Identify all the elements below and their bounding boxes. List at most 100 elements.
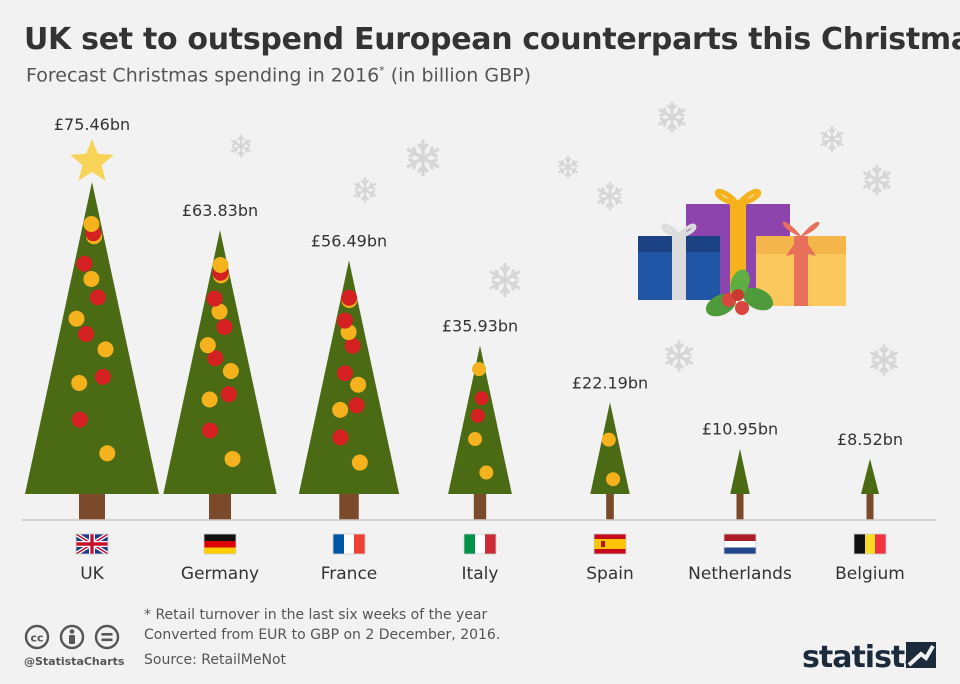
ornament bbox=[83, 271, 100, 288]
ornament bbox=[212, 256, 229, 273]
snowflake-icon bbox=[557, 155, 579, 179]
chart-title: UK set to outspend European counterparts… bbox=[24, 22, 960, 57]
gift-icon bbox=[638, 223, 720, 300]
category-label: Netherlands bbox=[688, 564, 792, 584]
flag-germany-icon bbox=[203, 533, 237, 555]
statista-wordmark: statista bbox=[802, 640, 924, 675]
category-label: Belgium bbox=[835, 564, 905, 584]
snowflake-icon bbox=[406, 139, 440, 177]
gifts-illustration bbox=[638, 188, 846, 317]
ornament bbox=[89, 289, 106, 306]
ornament bbox=[71, 374, 88, 391]
value-label: £56.49bn bbox=[311, 231, 387, 250]
category-label: Italy bbox=[462, 564, 499, 584]
snowflake-icon bbox=[870, 344, 898, 376]
snowflake-icon bbox=[353, 177, 377, 203]
category-labels: UK Germany France Italy Spain Netherlands Belg… bbox=[80, 564, 905, 584]
tree-trunk bbox=[339, 494, 359, 520]
ornament bbox=[78, 326, 95, 343]
value-labels: £75.46bn £63.83bn £56.49bn £35.93bn £22.19bn… bbox=[54, 115, 903, 449]
statista-handle: @StatistaCharts bbox=[24, 655, 125, 668]
subtitle-footnote-mark: * bbox=[379, 64, 385, 77]
ornament bbox=[76, 255, 93, 272]
ornament bbox=[207, 350, 224, 367]
category-label: Spain bbox=[586, 564, 634, 584]
tree-trunk bbox=[79, 494, 105, 520]
ornament bbox=[337, 365, 354, 382]
ornament bbox=[202, 422, 219, 439]
flag-italy-icon bbox=[463, 533, 497, 555]
ornament bbox=[199, 337, 216, 354]
tree-trunk bbox=[209, 494, 231, 520]
ornament bbox=[201, 391, 218, 408]
subtitle-text: Forecast Christmas spending in 2016 bbox=[26, 64, 380, 87]
ornament bbox=[332, 429, 349, 446]
snowflake-icon bbox=[489, 262, 521, 298]
ornament bbox=[220, 386, 237, 403]
ornament bbox=[341, 289, 358, 306]
country-flags bbox=[74, 532, 887, 556]
subtitle-unit: (in billion GBP) bbox=[390, 64, 532, 87]
category-label: UK bbox=[80, 564, 104, 584]
tree-bars bbox=[25, 139, 879, 520]
ornament bbox=[336, 312, 353, 329]
footnote-line-2: Converted from EUR to GBP on 2 December,… bbox=[144, 627, 501, 643]
snowflake-icon bbox=[658, 101, 686, 133]
tree-trunk bbox=[736, 494, 744, 520]
tree-trunk bbox=[866, 494, 874, 520]
ornament bbox=[606, 472, 621, 487]
tree-trunk bbox=[606, 494, 614, 520]
ornament bbox=[470, 408, 485, 423]
category-label: France bbox=[321, 564, 378, 584]
ornament bbox=[216, 319, 233, 336]
ornament bbox=[83, 215, 100, 232]
snowflake-icon bbox=[230, 134, 252, 158]
ornament bbox=[332, 401, 349, 418]
ornament bbox=[350, 376, 367, 393]
ornament bbox=[468, 432, 483, 447]
ornament bbox=[68, 310, 85, 327]
ornament bbox=[222, 363, 239, 380]
ornament bbox=[472, 362, 487, 377]
flag-netherlands-icon bbox=[723, 533, 757, 555]
snowflake-icon bbox=[665, 340, 693, 372]
ornament bbox=[97, 341, 114, 358]
statista-logo-icon bbox=[906, 642, 936, 668]
tree-bar-belgium bbox=[861, 458, 879, 494]
ornament bbox=[211, 303, 228, 320]
ornament bbox=[474, 391, 489, 406]
source: Source: RetailMeNot bbox=[144, 652, 287, 668]
ornament bbox=[99, 445, 116, 462]
value-label: £8.52bn bbox=[837, 430, 903, 449]
snowflake-icon bbox=[820, 126, 844, 152]
value-label: £10.95bn bbox=[702, 420, 778, 439]
value-label: £35.93bn bbox=[442, 316, 518, 335]
flag-spain-icon bbox=[593, 533, 627, 555]
ornament bbox=[348, 397, 365, 414]
ornament bbox=[351, 454, 368, 471]
statista-logo[interactable]: statista bbox=[800, 636, 940, 676]
ornament bbox=[94, 368, 111, 385]
ornament bbox=[206, 290, 223, 307]
snowflake-icon bbox=[863, 164, 891, 196]
flag-uk-icon bbox=[74, 532, 110, 556]
gift-icon bbox=[756, 221, 846, 306]
license-icons: cc bbox=[24, 624, 120, 650]
value-label: £63.83bn bbox=[182, 201, 258, 220]
holly-icon bbox=[705, 269, 774, 317]
flag-france-icon bbox=[332, 533, 366, 555]
footnote: * Retail turnover in the last six weeks … bbox=[144, 605, 500, 645]
flag-belgium-icon bbox=[853, 533, 887, 555]
tree-bar-spain bbox=[590, 402, 630, 494]
ornament bbox=[224, 450, 241, 467]
nd-icon bbox=[94, 624, 120, 650]
star-icon bbox=[70, 139, 114, 181]
ornament bbox=[601, 432, 616, 447]
cc-icon: cc bbox=[24, 624, 50, 650]
ornament bbox=[344, 337, 361, 354]
snowflake-icon bbox=[597, 181, 623, 211]
by-icon bbox=[59, 624, 85, 650]
category-label: Germany bbox=[181, 564, 259, 584]
value-label: £75.46bn bbox=[54, 115, 130, 134]
